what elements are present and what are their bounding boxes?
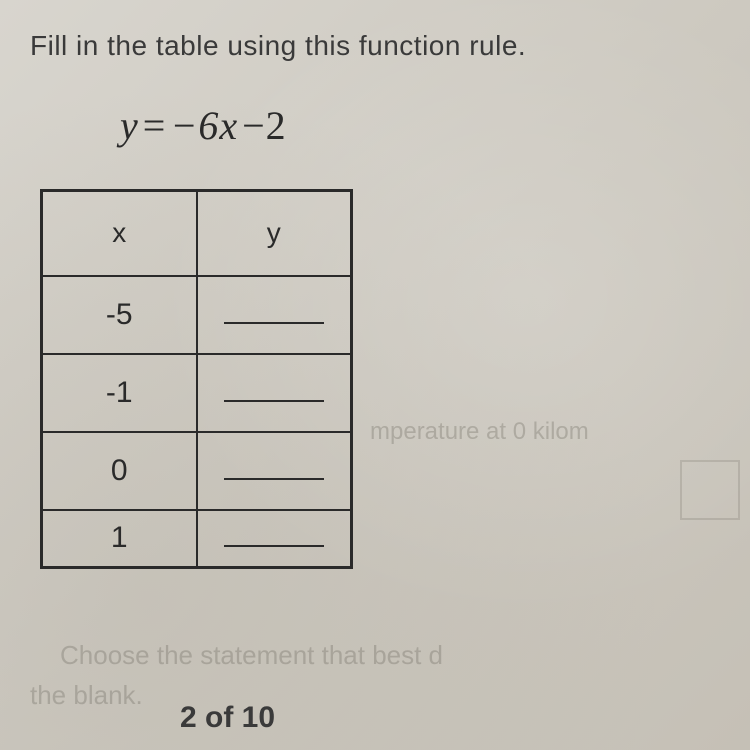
y-blank-cell[interactable]	[197, 354, 352, 432]
y-blank-cell[interactable]	[197, 510, 352, 568]
function-rule-equation: y=−6x−2	[120, 102, 730, 149]
x-value-cell: 1	[42, 510, 197, 568]
y-blank-cell[interactable]	[197, 432, 352, 510]
header-y: y	[197, 191, 352, 276]
blank-line	[224, 478, 324, 480]
function-table: x y -5 -1 0 1	[40, 189, 353, 569]
blank-line	[224, 322, 324, 324]
header-x: x	[42, 191, 197, 276]
table-row: -1	[42, 354, 352, 432]
equation-const: −2	[242, 103, 287, 148]
equation-coef: −6	[170, 103, 219, 148]
table-row: 0	[42, 432, 352, 510]
blank-line	[224, 400, 324, 402]
function-table-container: x y -5 -1 0 1	[40, 189, 730, 569]
equation-lhs: y	[120, 103, 139, 148]
y-blank-cell[interactable]	[197, 276, 352, 354]
worksheet-content: Fill in the table using this function ru…	[0, 0, 750, 589]
bleed-through-text: Choose the statement that best d	[60, 640, 443, 671]
page-indicator: 2 of 10	[180, 701, 275, 735]
table-row: -5	[42, 276, 352, 354]
bleed-through-text: mperature at 0 kilom	[370, 418, 589, 446]
x-value-cell: -1	[42, 354, 197, 432]
x-value-cell: -5	[42, 276, 197, 354]
bleed-through-text: the blank.	[30, 680, 143, 711]
bleed-through-box	[680, 460, 740, 520]
equals-sign: =	[143, 103, 167, 148]
table-row: 1	[42, 510, 352, 568]
x-value-cell: 0	[42, 432, 197, 510]
table-header-row: x y	[42, 191, 352, 276]
instruction-text: Fill in the table using this function ru…	[30, 30, 730, 62]
equation-var: x	[219, 103, 238, 148]
blank-line	[224, 545, 324, 547]
